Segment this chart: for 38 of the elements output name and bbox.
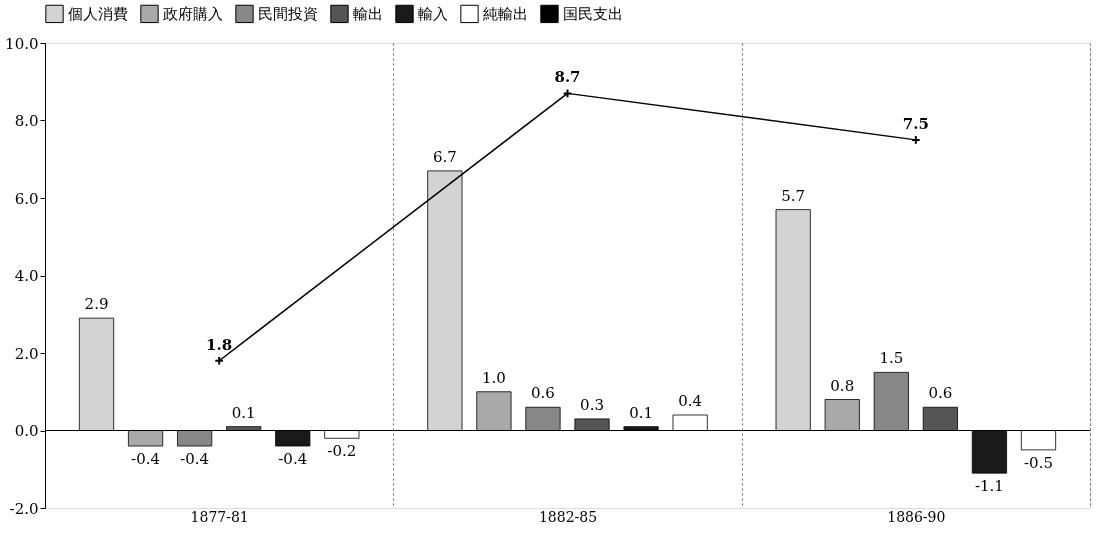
data-label: -0.4 — [278, 450, 308, 468]
data-label: 0.8 — [830, 376, 855, 395]
data-label: 1.8 — [206, 335, 233, 354]
data-label: -1.1 — [974, 477, 1004, 496]
legend-label: 純輸出 — [483, 4, 528, 23]
data-label: 6.7 — [432, 147, 457, 166]
data-label: -0.4 — [131, 450, 161, 468]
y-tick-label: 0.0 — [14, 422, 39, 440]
data-label: 0.4 — [678, 392, 703, 410]
data-label: 2.9 — [84, 295, 109, 314]
data-label: 7.5 — [902, 114, 929, 133]
data-label: -0.2 — [327, 442, 357, 461]
y-tick-label: 2.0 — [14, 344, 39, 363]
legend-label: 輸出 — [353, 4, 383, 23]
x-tick-label: 1877-81 — [190, 508, 249, 525]
data-label: 0.6 — [531, 384, 555, 403]
y-tick-label: 8.0 — [14, 112, 39, 130]
data-label: 0.3 — [580, 395, 604, 414]
legend-label: 輸入 — [418, 4, 448, 23]
data-label: 0.1 — [231, 403, 256, 422]
data-label: 5.7 — [781, 186, 806, 205]
x-tick-label: 1882-85 — [538, 508, 598, 525]
y-tick-label: -2.0 — [9, 499, 39, 518]
data-label: 1.5 — [879, 349, 904, 368]
data-label: 0.1 — [629, 403, 654, 422]
y-tick-label: 6.0 — [14, 189, 39, 208]
data-label: 8.7 — [554, 68, 581, 87]
legend-label: 政府購入 — [163, 4, 223, 23]
legend-label: 国民支出 — [563, 4, 623, 23]
x-tick-label: 1886-90 — [887, 508, 946, 525]
data-label: 1.0 — [481, 368, 506, 387]
data-label: -0.5 — [1024, 453, 1053, 472]
legend-label: 個人消費 — [68, 4, 128, 23]
y-tick-label: 10.0 — [5, 34, 39, 53]
y-tick-label: 4.0 — [14, 267, 39, 285]
legend-label: 民間投資 — [258, 4, 318, 23]
data-label: -0.4 — [180, 450, 210, 468]
data-label: 0.6 — [928, 384, 953, 403]
